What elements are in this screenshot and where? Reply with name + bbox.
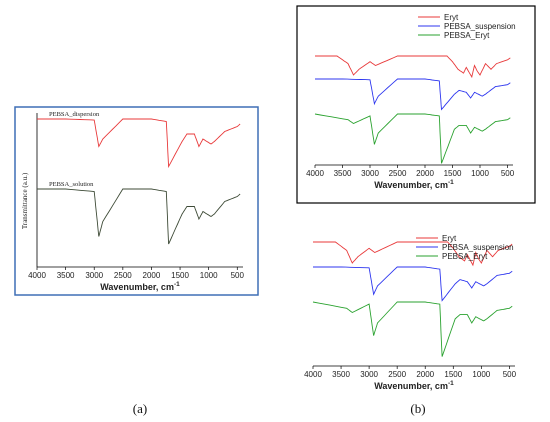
figure-label-a: (a) [133,401,147,416]
series-line-eryt [313,241,513,267]
x-tick-label: 500 [501,169,515,178]
x-tick-label: 3500 [57,271,75,280]
x-tick-label: 1500 [171,271,189,280]
x-tick-label: 2500 [114,271,132,280]
x-tick-label: 3000 [85,271,103,280]
panel-a-frame [14,106,259,296]
x-axis-label-sup: -1 [174,281,180,288]
x-tick-label: 2500 [389,169,407,178]
x-tick-label: 3500 [332,370,350,379]
panel-b-top-frame [296,5,536,204]
x-axis-label: Wavenumber, cm-1 [374,380,454,391]
x-axis-label-text: Wavenumber, cm [374,180,448,190]
legend-entry: PEBSA_Eryt [442,252,488,261]
x-axis-label-text: Wavenumber, cm [374,381,448,391]
x-tick-label: 4000 [304,370,322,379]
x-tick-label: 1500 [444,169,462,178]
series-line-pebsa-eryt [312,301,513,357]
legend-entry: PEBSA_solution [49,181,94,188]
x-axis-label: Wavenumber, cm-1 [100,281,180,292]
panel-a-ylabel: Transmittance (a.u.) [21,172,29,229]
x-tick-label: 1000 [472,370,490,379]
x-tick-label: 3000 [360,370,378,379]
legend-entry: PEBSA_dispersion [49,111,100,118]
series-line-pebsa-dispersion [37,118,241,169]
series-line-pebsa-solution [37,188,241,245]
x-tick-label: 2000 [416,169,434,178]
x-tick-label: 3500 [334,169,352,178]
x-axis-label-sup: -1 [448,179,454,186]
x-tick-label: 3000 [361,169,379,178]
legend-entry: Eryt [444,13,459,22]
x-tick-label: 4000 [28,271,46,280]
series-line-pebsa-suspension [315,78,511,111]
x-axis-label: Wavenumber, cm-1 [374,179,454,190]
panel-b-top: 4000 3500 3000 2500 2000 1500 1000 500 Wavenumbe… [306,13,516,190]
x-tick-label: 4000 [306,169,324,178]
x-tick-label: 1000 [471,169,489,178]
legend-entry: PEBSA_suspension [444,22,516,31]
x-tick-label: 1000 [200,271,218,280]
x-axis-label-text: Wavenumber, cm [100,282,174,292]
panel-b-bottom: 4000 3500 3000 2500 2000 1500 1000 500 Wavenumbe… [304,234,517,391]
series-line-eryt [315,55,511,79]
x-tick-label: 1500 [444,370,462,379]
x-tick-label: 500 [231,271,245,280]
x-tick-label: 2000 [143,271,161,280]
x-tick-label: 2000 [416,370,434,379]
series-line-pebsa-suspension [313,266,513,302]
legend-entry: PEBSA_Eryt [444,31,490,40]
figure-label-b: (b) [410,401,425,416]
x-axis-label-sup: -1 [448,380,454,387]
legend-entry: PEBSA_suspension [442,243,514,252]
x-tick-label: 500 [503,370,517,379]
x-tick-label: 2500 [388,370,406,379]
panel-a: Transmittance (a.u.) 4000 3500 3000 2500 200… [21,111,244,292]
series-line-pebsa-eryt [314,113,511,164]
legend-entry: Eryt [442,234,457,243]
